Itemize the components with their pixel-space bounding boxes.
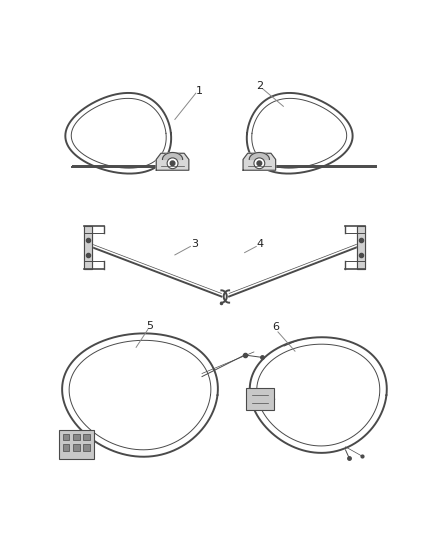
Text: 4: 4 — [257, 239, 264, 249]
Polygon shape — [162, 152, 183, 159]
Circle shape — [167, 158, 178, 168]
Bar — [63, 434, 70, 440]
Text: 5: 5 — [147, 321, 154, 331]
Bar — [73, 445, 80, 450]
Bar — [63, 445, 70, 450]
Bar — [73, 434, 80, 440]
Polygon shape — [243, 154, 276, 170]
Text: 3: 3 — [191, 239, 198, 249]
Bar — [246, 388, 274, 410]
Bar — [83, 445, 90, 450]
Text: 2: 2 — [256, 80, 263, 91]
Polygon shape — [249, 152, 269, 159]
Polygon shape — [84, 225, 92, 269]
Circle shape — [254, 158, 265, 168]
Bar — [60, 430, 93, 459]
Polygon shape — [156, 154, 189, 170]
Bar — [83, 434, 90, 440]
Circle shape — [257, 161, 261, 166]
Circle shape — [170, 161, 175, 166]
Text: 6: 6 — [272, 322, 279, 332]
Text: 1: 1 — [195, 86, 202, 96]
Polygon shape — [357, 225, 365, 269]
